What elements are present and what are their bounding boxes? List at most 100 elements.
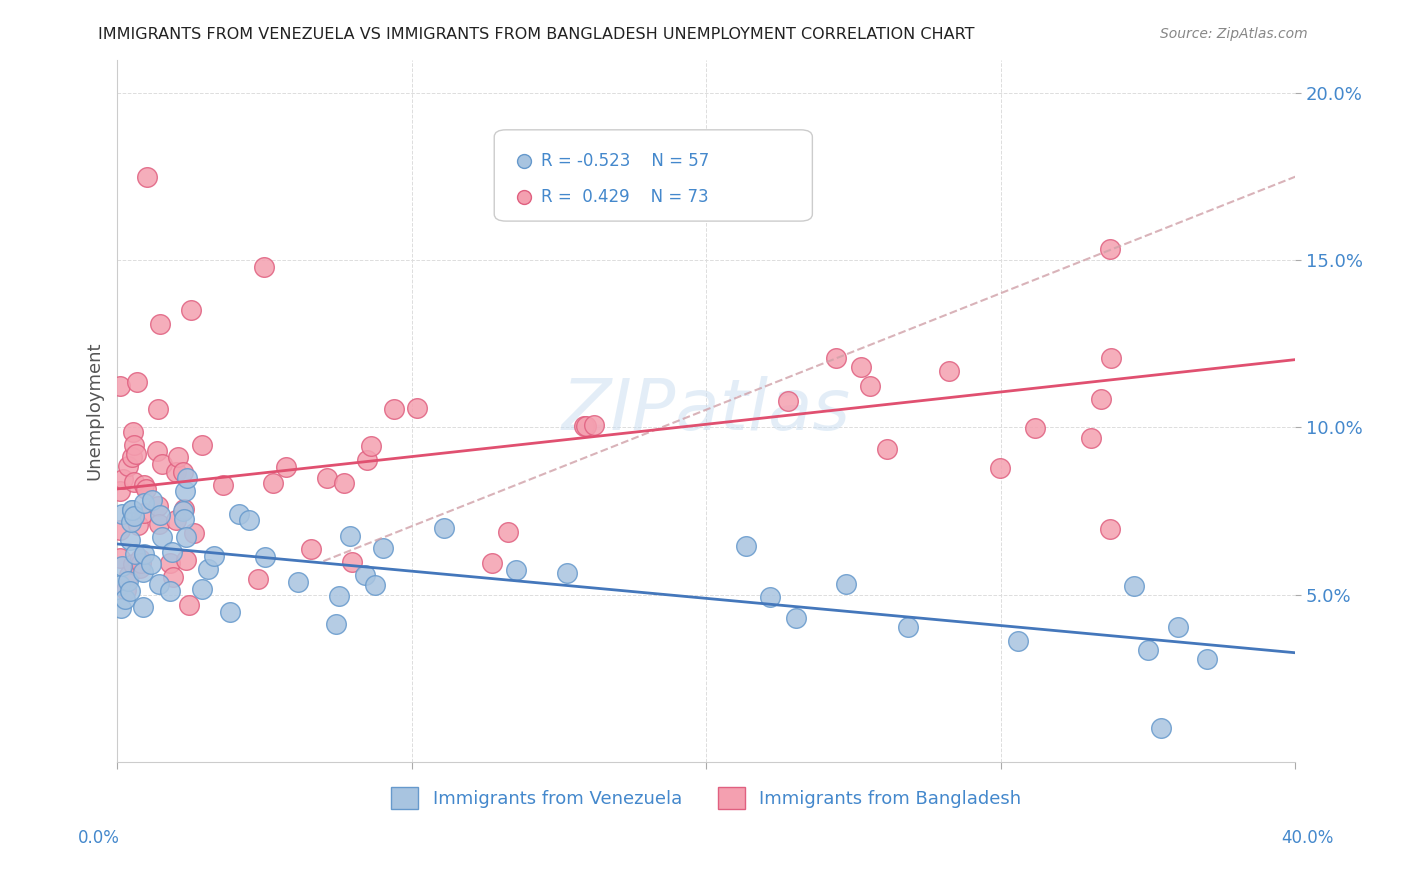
Point [1024, 421, 1046, 435]
Point [165, 466, 187, 480]
Point [172, 504, 194, 518]
Point [121, 503, 143, 517]
Point [1080, 431, 1102, 445]
Point [127, 518, 149, 533]
Point [354, 568, 377, 582]
Point [148, 577, 170, 591]
Point [356, 453, 378, 467]
Point [557, 566, 579, 580]
Point [167, 450, 190, 464]
Point [405, 401, 427, 416]
Point [125, 375, 148, 389]
Point [150, 530, 173, 544]
Point [172, 465, 194, 479]
Point [1099, 522, 1122, 536]
Point [371, 541, 394, 556]
Point [162, 569, 184, 583]
Text: R =  0.429    N = 73: R = 0.429 N = 73 [541, 187, 709, 205]
Text: 40.0%: 40.0% [1281, 830, 1334, 847]
Text: R = -0.523    N = 57: R = -0.523 N = 57 [541, 153, 710, 170]
Point [759, 590, 782, 604]
Point [118, 533, 141, 548]
Point [287, 575, 309, 590]
Point [734, 540, 756, 554]
Point [118, 567, 141, 582]
Point [149, 508, 172, 522]
Point [785, 611, 807, 625]
Point [433, 521, 456, 535]
Point [131, 565, 153, 579]
Point [174, 530, 197, 544]
Point [146, 499, 169, 513]
Point [129, 561, 152, 575]
Point [108, 484, 131, 499]
Point [180, 303, 202, 318]
Point [505, 563, 527, 577]
Point [834, 576, 856, 591]
Point [202, 549, 225, 563]
Point [238, 513, 260, 527]
Point [988, 460, 1011, 475]
Point [1101, 351, 1123, 365]
Point [1167, 620, 1189, 634]
Point [253, 260, 276, 274]
Point [876, 442, 898, 456]
Point [122, 438, 145, 452]
Point [190, 437, 212, 451]
Point [114, 592, 136, 607]
Point [117, 458, 139, 473]
Point [254, 550, 277, 565]
Point [752, 177, 775, 191]
Point [1090, 392, 1112, 407]
Point [148, 402, 170, 417]
Point [165, 512, 187, 526]
Point [131, 556, 153, 570]
Text: 0.0%: 0.0% [77, 830, 120, 847]
Point [115, 582, 138, 597]
Point [364, 578, 387, 592]
Point [1099, 242, 1122, 256]
Point [191, 582, 214, 596]
Point [135, 483, 157, 497]
Point [118, 583, 141, 598]
Point [111, 472, 134, 486]
Point [825, 351, 848, 365]
Point [139, 557, 162, 571]
Point [333, 475, 356, 490]
Point [129, 552, 152, 566]
Text: ZIPatlas: ZIPatlas [562, 376, 851, 445]
Point [117, 574, 139, 588]
Point [299, 542, 322, 557]
Point [173, 511, 195, 525]
Point [382, 401, 405, 416]
Point [110, 601, 132, 615]
Point [328, 589, 350, 603]
Point [897, 619, 920, 633]
Point [173, 501, 195, 516]
Point [122, 425, 145, 439]
Point [572, 419, 595, 434]
Point [212, 478, 235, 492]
Point [228, 507, 250, 521]
Point [1137, 642, 1160, 657]
Point [132, 496, 155, 510]
Point [339, 529, 361, 543]
Text: Source: ZipAtlas.com: Source: ZipAtlas.com [1160, 27, 1308, 41]
Point [183, 525, 205, 540]
Point [146, 444, 169, 458]
Point [262, 475, 284, 490]
Point [316, 471, 339, 485]
Point [938, 363, 960, 377]
Point [582, 418, 605, 433]
Point [1195, 652, 1218, 666]
Point [132, 506, 155, 520]
Point [274, 460, 297, 475]
Point [776, 393, 799, 408]
Point [141, 493, 163, 508]
Point [122, 557, 145, 571]
Point [134, 478, 156, 492]
Point [176, 470, 198, 484]
Point [108, 578, 131, 592]
Point [325, 617, 347, 632]
Point [176, 553, 198, 567]
